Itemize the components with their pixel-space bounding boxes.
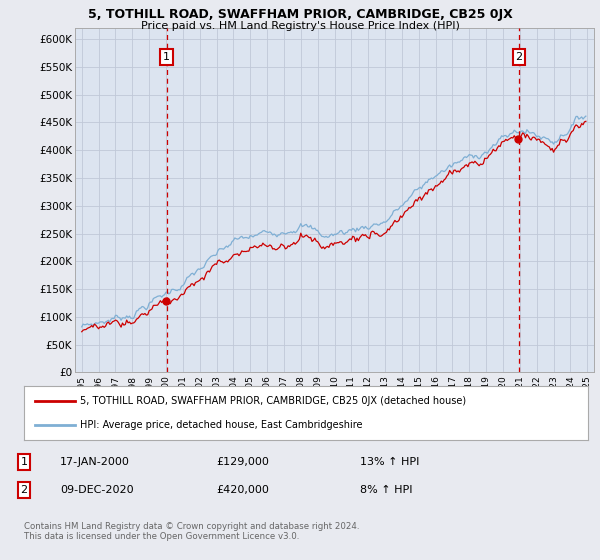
Text: 2: 2 [20,485,28,495]
Text: 2: 2 [515,52,523,62]
Text: 09-DEC-2020: 09-DEC-2020 [60,485,134,495]
Text: 5, TOTHILL ROAD, SWAFFHAM PRIOR, CAMBRIDGE, CB25 0JX: 5, TOTHILL ROAD, SWAFFHAM PRIOR, CAMBRID… [88,8,512,21]
Text: HPI: Average price, detached house, East Cambridgeshire: HPI: Average price, detached house, East… [80,419,363,430]
Text: Contains HM Land Registry data © Crown copyright and database right 2024.
This d: Contains HM Land Registry data © Crown c… [24,522,359,542]
Text: £129,000: £129,000 [216,457,269,467]
Text: 13% ↑ HPI: 13% ↑ HPI [360,457,419,467]
Text: 5, TOTHILL ROAD, SWAFFHAM PRIOR, CAMBRIDGE, CB25 0JX (detached house): 5, TOTHILL ROAD, SWAFFHAM PRIOR, CAMBRID… [80,396,467,407]
Text: 17-JAN-2000: 17-JAN-2000 [60,457,130,467]
Text: Price paid vs. HM Land Registry's House Price Index (HPI): Price paid vs. HM Land Registry's House … [140,21,460,31]
Text: 1: 1 [163,52,170,62]
Text: 1: 1 [20,457,28,467]
Text: 8% ↑ HPI: 8% ↑ HPI [360,485,413,495]
Text: £420,000: £420,000 [216,485,269,495]
